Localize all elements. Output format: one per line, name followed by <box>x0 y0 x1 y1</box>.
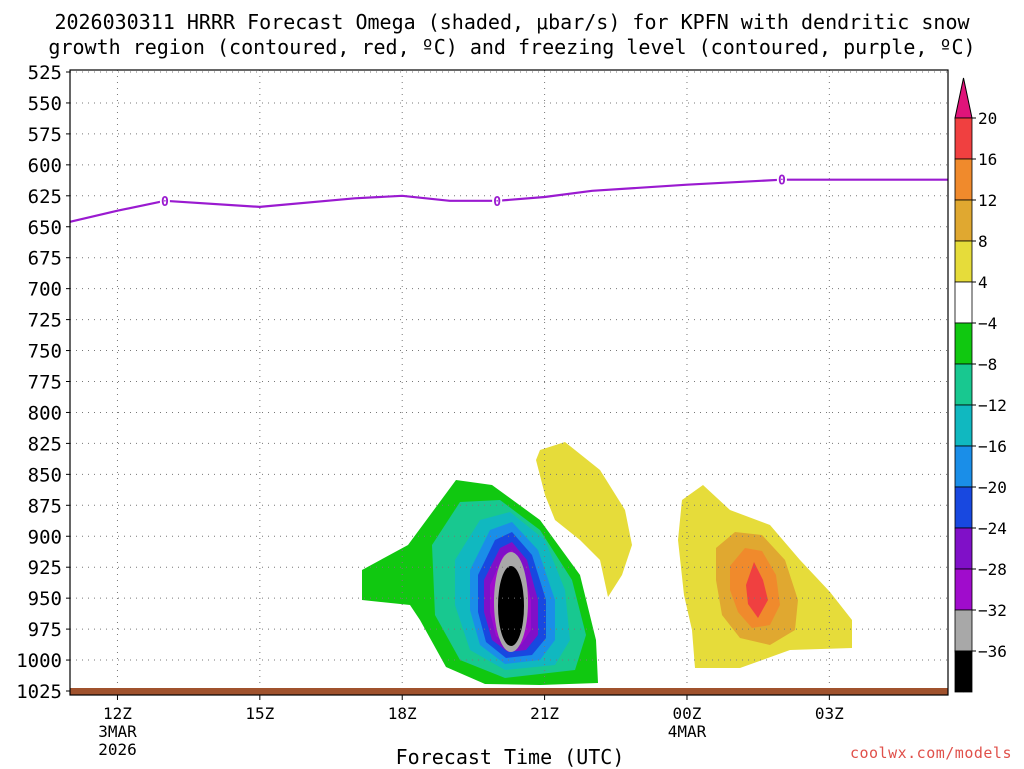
y-tick-label: 1025 <box>16 681 62 703</box>
y-tick-label: 675 <box>28 248 62 270</box>
colorbar-label: −32 <box>978 601 1007 620</box>
y-tick-label: 525 <box>28 62 62 84</box>
omega-region-yellow-west <box>536 442 632 597</box>
colorbar-label: −8 <box>978 355 997 374</box>
y-tick-label: 650 <box>28 217 62 239</box>
colorbar-label: −36 <box>978 642 1007 661</box>
y-tick-label: 850 <box>28 464 62 486</box>
colorbar-label: −12 <box>978 396 1007 415</box>
ground-surface <box>70 688 948 695</box>
gridlines <box>70 70 948 695</box>
y-tick-label: 625 <box>28 186 62 208</box>
ground-fill <box>70 688 948 695</box>
freezing-label-bg <box>776 171 787 186</box>
x-tick-label: 00Z <box>673 704 702 723</box>
y-axis: 525 550 575 600 625 650 675 700 725 750 775 800 825 8… <box>16 62 70 703</box>
colorbar-top-arrow <box>954 77 973 119</box>
x-tick-label: 18Z <box>388 704 417 723</box>
colorbar-label: −4 <box>978 314 997 333</box>
freezing-level-line <box>69 178 948 223</box>
colorbar-segment <box>954 281 973 324</box>
colorbar-label: 12 <box>978 191 997 210</box>
y-tick-label: 550 <box>28 93 62 115</box>
colorbar-segment <box>954 527 973 570</box>
y-tick-label: 750 <box>28 341 62 363</box>
y-tick-label: 875 <box>28 495 62 517</box>
x-tick-label: 03Z <box>815 704 844 723</box>
plot-frame <box>69 69 949 696</box>
chart-title-line2: growth region (contoured, red, ºC) and f… <box>48 35 976 59</box>
freezing-label-bg <box>159 192 170 207</box>
colorbar-segment <box>954 158 973 201</box>
omega-shading <box>362 442 852 685</box>
x-tick-label: 12Z <box>103 704 132 723</box>
colorbar-segment <box>954 404 973 447</box>
y-tick-label: 950 <box>28 588 62 610</box>
y-tick-label: 700 <box>28 279 62 301</box>
credit-text: coolwx.com/models <box>849 744 1012 762</box>
y-tick-label: 725 <box>28 310 62 332</box>
omega-region-red <box>746 562 768 618</box>
y-tick-label: 825 <box>28 433 62 455</box>
freezing-level-label: 0 <box>778 174 786 189</box>
freezing-label-bg <box>492 192 503 207</box>
freezing-level-contour: 0 0 0 <box>69 171 948 223</box>
colorbar-segment <box>954 609 973 652</box>
y-tick-label: 575 <box>28 124 62 146</box>
y-tick-label: 925 <box>28 557 62 579</box>
colorbar-segment <box>954 486 973 529</box>
colorbar-label: 20 <box>978 109 997 128</box>
y-tick-label: 975 <box>28 619 62 641</box>
colorbar-segment <box>954 568 973 611</box>
x-axis-label: Forecast Time (UTC) <box>395 745 625 769</box>
freezing-level-label: 0 <box>161 195 169 210</box>
colorbar-label: −24 <box>978 519 1007 538</box>
y-tick-label: 775 <box>28 372 62 394</box>
colorbar-segment <box>954 445 973 488</box>
x-tick-label: 15Z <box>245 704 274 723</box>
chart-title-line1: 2026030311 HRRR Forecast Omega (shaded, … <box>54 10 970 34</box>
colorbar-segment <box>954 117 973 160</box>
colorbar: 20 16 12 8 4 −4 −8 −12 −16 −20 −24 −28 −32 −36 <box>954 77 1007 693</box>
x-tick-label: 21Z <box>530 704 559 723</box>
colorbar-label: −20 <box>978 478 1007 497</box>
x-tick-date: 4MAR <box>668 722 707 741</box>
y-tick-label: 600 <box>28 155 62 177</box>
colorbar-segment <box>954 363 973 406</box>
colorbar-segment <box>954 322 973 365</box>
y-tick-label: 1000 <box>16 650 62 672</box>
colorbar-segment <box>954 240 973 283</box>
colorbar-label: 8 <box>978 232 988 251</box>
colorbar-segment <box>954 199 973 242</box>
freezing-level-label: 0 <box>493 195 501 210</box>
colorbar-label: −16 <box>978 437 1007 456</box>
colorbar-label: −28 <box>978 560 1007 579</box>
omega-region-black <box>498 566 524 646</box>
y-tick-label: 900 <box>28 526 62 548</box>
y-tick-label: 800 <box>28 402 62 424</box>
x-tick-date: 3MAR <box>98 722 137 741</box>
colorbar-bottom-arrow <box>954 650 973 693</box>
colorbar-label: 4 <box>978 273 988 292</box>
colorbar-label: 16 <box>978 150 997 169</box>
x-tick-year: 2026 <box>98 740 137 759</box>
